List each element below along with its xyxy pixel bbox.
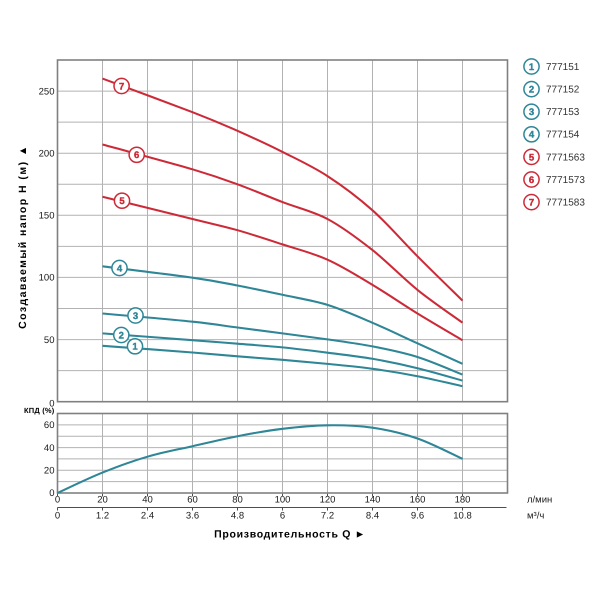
svg-text:3.6: 3.6 bbox=[186, 510, 199, 521]
svg-text:0: 0 bbox=[49, 488, 54, 499]
svg-text:100: 100 bbox=[275, 495, 291, 506]
svg-text:Создаваемый напор Н (м) ▲: Создаваемый напор Н (м) ▲ bbox=[17, 144, 29, 329]
svg-text:7: 7 bbox=[529, 198, 534, 209]
svg-text:3: 3 bbox=[529, 107, 534, 118]
svg-text:м³/ч: м³/ч bbox=[527, 510, 544, 521]
svg-text:5: 5 bbox=[529, 152, 535, 163]
svg-text:777154: 777154 bbox=[546, 130, 580, 141]
svg-text:0: 0 bbox=[49, 398, 54, 409]
svg-text:0: 0 bbox=[55, 510, 60, 521]
svg-text:10.8: 10.8 bbox=[453, 510, 472, 521]
svg-text:180: 180 bbox=[455, 495, 471, 506]
svg-text:2: 2 bbox=[529, 85, 534, 96]
svg-text:777152: 777152 bbox=[546, 85, 580, 96]
svg-text:6: 6 bbox=[280, 510, 285, 521]
svg-text:0: 0 bbox=[55, 495, 60, 506]
svg-text:160: 160 bbox=[410, 495, 426, 506]
svg-text:КПД (%): КПД (%) bbox=[24, 406, 55, 415]
svg-text:120: 120 bbox=[320, 495, 336, 506]
svg-text:140: 140 bbox=[365, 495, 381, 506]
svg-text:20: 20 bbox=[44, 466, 55, 477]
svg-text:8.4: 8.4 bbox=[366, 510, 379, 521]
svg-text:40: 40 bbox=[44, 443, 55, 454]
svg-text:777153: 777153 bbox=[546, 107, 580, 118]
svg-text:л/мин: л/мин bbox=[527, 495, 552, 506]
svg-text:7.2: 7.2 bbox=[321, 510, 334, 521]
svg-text:2: 2 bbox=[119, 330, 124, 341]
svg-text:20: 20 bbox=[97, 495, 108, 506]
svg-text:1: 1 bbox=[529, 62, 535, 73]
svg-text:6: 6 bbox=[134, 150, 139, 161]
svg-text:3: 3 bbox=[133, 311, 138, 322]
svg-text:4: 4 bbox=[117, 263, 123, 274]
svg-text:150: 150 bbox=[39, 211, 55, 222]
svg-text:60: 60 bbox=[187, 495, 198, 506]
svg-text:40: 40 bbox=[142, 495, 153, 506]
svg-text:80: 80 bbox=[232, 495, 243, 506]
svg-text:7771573: 7771573 bbox=[546, 175, 585, 186]
svg-text:50: 50 bbox=[44, 335, 55, 346]
svg-text:1.2: 1.2 bbox=[96, 510, 109, 521]
svg-text:7771583: 7771583 bbox=[546, 198, 585, 209]
svg-text:4.8: 4.8 bbox=[231, 510, 244, 521]
svg-text:200: 200 bbox=[39, 148, 55, 159]
svg-text:Производительность Q ►: Производительность Q ► bbox=[214, 528, 366, 540]
svg-text:5: 5 bbox=[119, 196, 125, 207]
svg-text:9.6: 9.6 bbox=[411, 510, 424, 521]
svg-text:777151: 777151 bbox=[546, 62, 580, 73]
svg-text:100: 100 bbox=[39, 273, 55, 284]
svg-text:1: 1 bbox=[132, 342, 138, 353]
svg-text:4: 4 bbox=[529, 130, 535, 141]
svg-text:2.4: 2.4 bbox=[141, 510, 154, 521]
svg-text:60: 60 bbox=[44, 420, 55, 431]
svg-text:7771563: 7771563 bbox=[546, 152, 585, 163]
svg-text:250: 250 bbox=[39, 86, 55, 97]
svg-text:6: 6 bbox=[529, 175, 534, 186]
svg-text:7: 7 bbox=[119, 81, 124, 92]
